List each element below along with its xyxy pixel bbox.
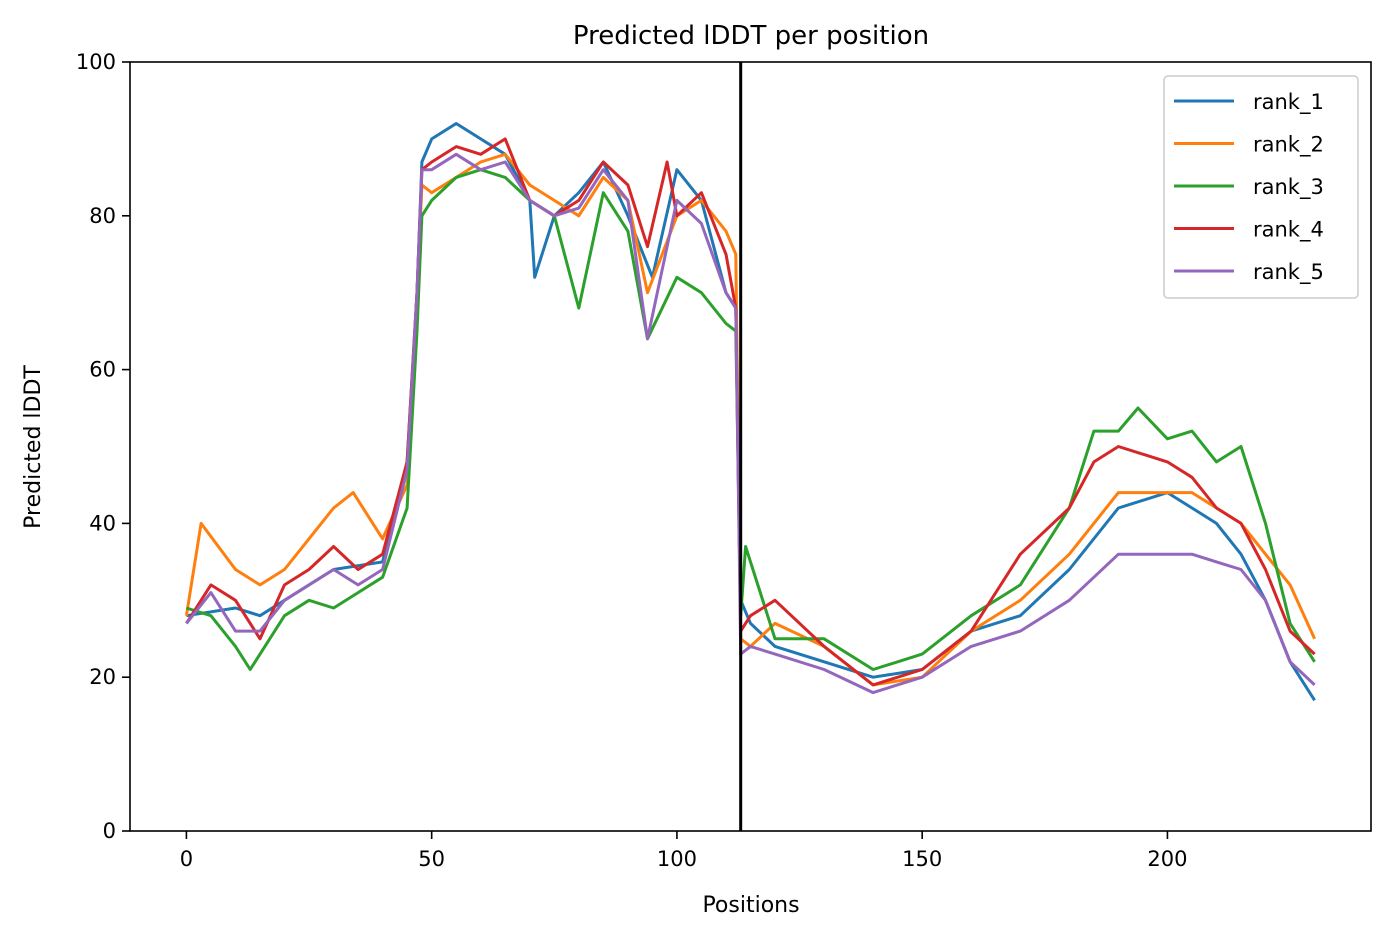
y-tick-label: 80 [89, 204, 116, 228]
plot-frame [129, 61, 1372, 832]
legend-label-rank-3: rank_3 [1253, 175, 1324, 200]
y-tick-label: 0 [103, 819, 116, 843]
legend-frame [1163, 75, 1359, 299]
x-axis-label: Positions [702, 893, 799, 918]
x-tick-label: 50 [418, 847, 445, 871]
series-line-rank-3 [185, 168, 1316, 671]
y-axis-label: Predicted lDDT [21, 365, 46, 529]
y-tick-label: 40 [89, 511, 116, 535]
y-axis-ticks: 0 20 40 60 80 100 [76, 50, 130, 843]
series-line-rank-5 [185, 152, 1316, 695]
series-line-rank-4 [185, 137, 1316, 687]
series-layer [184, 122, 1316, 702]
x-axis-ticks: 0 50 100 150 200 [180, 831, 1187, 871]
legend-label-rank-5: rank_5 [1253, 260, 1324, 285]
y-tick-label: 20 [89, 665, 116, 689]
series-line-rank-2 [184, 152, 1316, 687]
y-tick-label: 100 [76, 50, 116, 74]
legend-label-rank-4: rank_4 [1253, 218, 1324, 243]
legend-label-rank-1: rank_1 [1253, 90, 1324, 115]
x-tick-label: 150 [902, 847, 942, 871]
y-tick-label: 60 [89, 358, 116, 382]
chart-title: Predicted lDDT per position [573, 21, 929, 51]
legend-label-rank-2: rank_2 [1253, 133, 1324, 158]
x-tick-label: 200 [1147, 847, 1187, 871]
legend: rank_1 rank_2 rank_3 rank_4 rank_5 [1163, 75, 1359, 299]
x-tick-label: 0 [180, 847, 193, 871]
x-tick-label: 100 [657, 847, 697, 871]
